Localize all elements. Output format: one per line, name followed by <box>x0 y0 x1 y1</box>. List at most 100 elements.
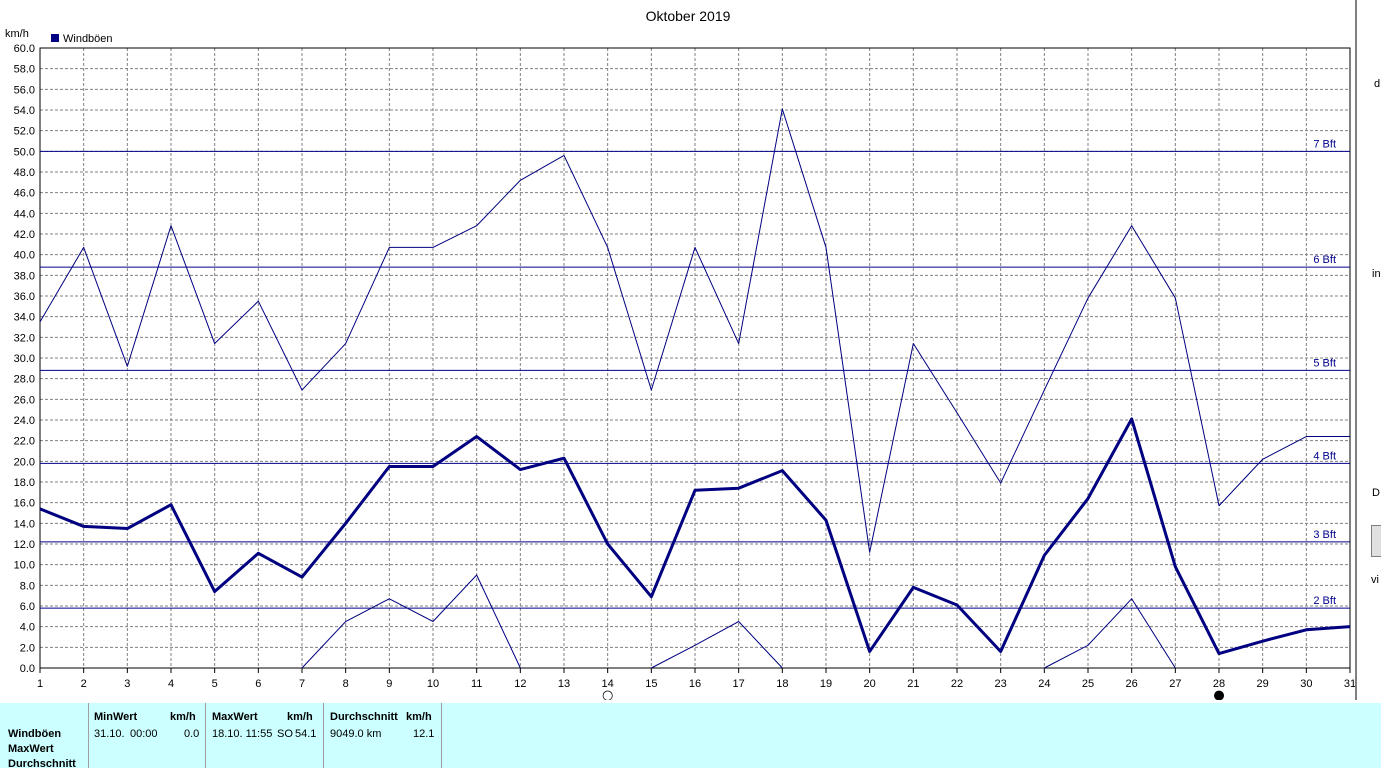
avg-header: Durchschnitt <box>330 711 398 723</box>
y-tick-label: 52.0 <box>14 126 35 138</box>
column-divider <box>88 703 89 768</box>
beaufort-label: 3 Bft <box>1313 529 1336 541</box>
x-tick-label: 3 <box>124 678 130 690</box>
max-unit: km/h <box>287 711 313 723</box>
chart-title: Oktober 2019 <box>646 8 731 24</box>
beaufort-label: 2 Bft <box>1313 595 1336 607</box>
min-unit: km/h <box>170 711 196 723</box>
x-tick-label: 27 <box>1169 678 1181 690</box>
x-tick-label: 22 <box>951 678 963 690</box>
x-tick-label: 21 <box>907 678 919 690</box>
y-tick-label: 8.0 <box>20 580 35 592</box>
x-tick-label: 6 <box>255 678 261 690</box>
x-tick-label: 19 <box>820 678 832 690</box>
x-tick-label: 18 <box>776 678 788 690</box>
x-tick-label: 28 <box>1213 678 1225 690</box>
max-value: 54.1 <box>295 728 317 740</box>
y-tick-label: 50.0 <box>14 146 35 158</box>
min-value: 0.0 <box>184 728 200 740</box>
column-divider <box>323 703 324 768</box>
x-tick-label: 24 <box>1038 678 1050 690</box>
series-line-avg <box>39 417 1351 656</box>
avg-value: 12.1 <box>413 728 435 740</box>
y-tick-label: 54.0 <box>14 105 35 117</box>
wind-chart: 0.0 2.0 4.0 6.0 8.0 10.0 12.0 14.0 16.0 18.0 20.0 2… <box>5 8 1355 700</box>
x-tick-label: 23 <box>995 678 1007 690</box>
y-tick-label: 14.0 <box>14 518 35 530</box>
y-tick-label: 48.0 <box>14 167 35 179</box>
side-label-1: d <box>1374 78 1381 90</box>
x-tick-label: 30 <box>1300 678 1312 690</box>
y-tick-label: 44.0 <box>14 208 35 220</box>
plot-frame <box>39 47 1351 669</box>
y-tick-label: 0.0 <box>20 663 35 675</box>
y-tick-label: 18.0 <box>14 477 35 489</box>
x-tick-label: 26 <box>1126 678 1138 690</box>
min-time: 00:00 <box>130 728 158 740</box>
y-tick-label: 46.0 <box>14 188 35 200</box>
x-tick-label: 20 <box>864 678 876 690</box>
max-direction: SO <box>277 728 293 740</box>
x-tick-label: 5 <box>212 678 218 690</box>
chart-area: 0.0 2.0 4.0 6.0 8.0 10.0 12.0 14.0 16.0 18.0 20.0 2… <box>5 8 1355 700</box>
min-date: 31.10. <box>94 728 125 740</box>
y-tick-label: 36.0 <box>14 291 35 303</box>
y-tick-label: 32.0 <box>14 332 35 344</box>
x-tick-label: 10 <box>427 678 439 690</box>
max-header: MaxWert <box>212 711 258 723</box>
y-tick-label: 34.0 <box>14 312 35 324</box>
x-tick-label: 7 <box>299 678 305 690</box>
side-label-4: vi <box>1371 574 1379 586</box>
x-tick-label: 13 <box>558 678 570 690</box>
x-tick-label: 8 <box>343 678 349 690</box>
x-tick-label: 17 <box>733 678 745 690</box>
y-tick-label: 10.0 <box>14 560 35 572</box>
y-tick-label: 2.0 <box>20 642 35 654</box>
y-tick-label: 22.0 <box>14 436 35 448</box>
series-line-max <box>39 108 1350 553</box>
y-tick-label: 6.0 <box>20 601 35 613</box>
column-divider <box>441 703 442 768</box>
y-tick-label: 58.0 <box>14 64 35 76</box>
max-datetime: 18.10. 11:55 <box>212 728 273 740</box>
y-tick-label: 26.0 <box>14 394 35 406</box>
row-label-maxwert: MaxWert <box>8 743 54 755</box>
y-tick-label: 60.0 <box>14 43 35 55</box>
column-divider <box>205 703 206 768</box>
y-tick-label: 16.0 <box>14 498 35 510</box>
x-tick-label: 12 <box>514 678 526 690</box>
x-tick-label: 14 <box>602 678 614 690</box>
side-label-3: D <box>1372 487 1380 499</box>
beaufort-label: 6 Bft <box>1313 254 1336 266</box>
y-tick-label: 20.0 <box>14 456 35 468</box>
x-tick-label: 16 <box>689 678 701 690</box>
x-tick-label: 29 <box>1257 678 1269 690</box>
y-tick-label: 30.0 <box>14 353 35 365</box>
y-tick-label: 4.0 <box>20 622 35 634</box>
row-label-durchschnitt: Durchschnitt <box>8 758 76 770</box>
side-label-2: in <box>1372 268 1381 280</box>
moon-new-icon: ● <box>1213 688 1224 700</box>
y-tick-label: 56.0 <box>14 84 35 96</box>
beaufort-label: 4 Bft <box>1313 450 1336 462</box>
statistics-panel: Windböen MaxWert Durchschnitt MinWert km… <box>0 703 1381 770</box>
max-column: MaxWert km/h 18.10. 11:55 SO 54.1 <box>205 703 323 768</box>
y-tick-label: 38.0 <box>14 270 35 282</box>
x-tick-label: 25 <box>1082 678 1094 690</box>
x-tick-label: 9 <box>386 678 392 690</box>
side-scrollbar-handle[interactable] <box>1371 525 1381 557</box>
moon-full-icon: ○ <box>602 688 613 700</box>
y-tick-label: 42.0 <box>14 229 35 241</box>
y-tick-label: 12.0 <box>14 539 35 551</box>
y-tick-label: 28.0 <box>14 374 35 386</box>
beaufort-label: 5 Bft <box>1313 357 1336 369</box>
x-tick-label: 11 <box>471 678 482 690</box>
row-label-windboeen: Windböen <box>8 728 62 740</box>
x-tick-label: 31 <box>1344 678 1355 690</box>
y-tick-label: 40.0 <box>14 250 35 262</box>
series-line-min <box>651 620 783 669</box>
x-tick-label: 2 <box>81 678 87 690</box>
avg-unit: km/h <box>406 711 432 723</box>
legend-label: Windböen <box>63 33 113 45</box>
y-axis-label: km/h <box>5 28 29 40</box>
